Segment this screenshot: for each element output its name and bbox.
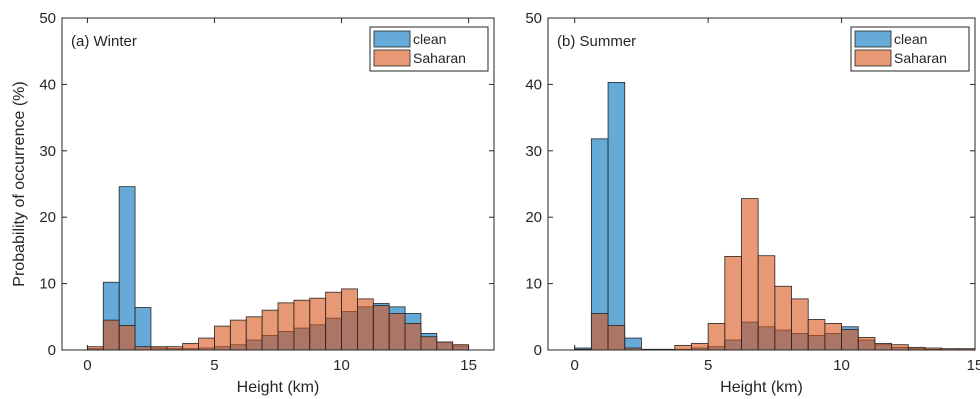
y-tick-label: 40 bbox=[39, 76, 56, 93]
x-tick-label: 15 bbox=[967, 357, 980, 374]
bar-saharan bbox=[857, 336, 876, 351]
bar-saharan bbox=[607, 325, 626, 351]
y-tick-label: 30 bbox=[525, 143, 542, 160]
bar-saharan bbox=[309, 297, 327, 351]
panel-title: (b) Summer bbox=[557, 33, 636, 50]
x-tick-label: 15 bbox=[460, 357, 477, 374]
legend-swatch-saharan bbox=[854, 49, 892, 67]
axes-box bbox=[61, 17, 495, 351]
y-tick-label: 10 bbox=[39, 276, 56, 293]
bar-saharan bbox=[102, 319, 120, 351]
legend-label-clean: clean bbox=[413, 31, 446, 47]
bar-saharan bbox=[774, 285, 792, 351]
series-saharan bbox=[574, 198, 976, 351]
y-tick-label: 0 bbox=[534, 342, 542, 359]
y-tick-label: 0 bbox=[48, 342, 56, 359]
bar-clean bbox=[607, 82, 626, 351]
bar-saharan bbox=[372, 305, 390, 351]
legend-swatch-clean bbox=[854, 30, 892, 48]
bar-saharan bbox=[791, 298, 809, 351]
bar-saharan bbox=[891, 344, 909, 351]
bar-saharan bbox=[452, 344, 469, 351]
x-tick-label: 5 bbox=[210, 357, 218, 374]
bar-saharan bbox=[707, 323, 726, 351]
bar-saharan bbox=[277, 302, 295, 351]
y-tick-label: 30 bbox=[39, 143, 56, 160]
x-axis-label: Height (km) bbox=[237, 379, 320, 396]
bar-saharan bbox=[341, 288, 358, 351]
y-tick-label: 10 bbox=[525, 276, 542, 293]
bar-saharan bbox=[118, 325, 136, 351]
bar-saharan bbox=[757, 255, 776, 351]
x-tick-label: 10 bbox=[333, 357, 350, 374]
bar-saharan bbox=[261, 309, 279, 351]
panel-winter: 0 5 10 15 0 10 20 30 40 50 Height (km) Probability … bbox=[11, 10, 495, 396]
bar-saharan bbox=[691, 342, 709, 351]
bar-saharan bbox=[590, 313, 609, 351]
bar-saharan bbox=[404, 323, 422, 351]
bar-saharan bbox=[741, 198, 759, 351]
y-tick-label: 40 bbox=[525, 76, 542, 93]
bar-saharan bbox=[325, 291, 342, 351]
x-tick-label: 5 bbox=[704, 357, 712, 374]
bar-saharan bbox=[674, 344, 692, 351]
legend-swatch-clean bbox=[373, 30, 411, 48]
legend: clean Saharan bbox=[369, 26, 489, 72]
axes-box bbox=[547, 17, 976, 351]
y-tick-label: 20 bbox=[39, 209, 56, 226]
y-tick-label: 50 bbox=[39, 10, 56, 27]
panel-title: (a) Winter bbox=[71, 33, 137, 50]
bar-clean bbox=[134, 307, 152, 351]
bar-saharan bbox=[420, 336, 438, 351]
legend-label-clean: clean bbox=[894, 31, 927, 47]
x-tick-label: 10 bbox=[833, 357, 850, 374]
bar-saharan bbox=[357, 298, 374, 351]
panel-summer: 0 5 10 15 0 10 20 30 40 50 Height (km) (b) Summer cl… bbox=[525, 10, 980, 396]
bar-saharan bbox=[436, 341, 454, 351]
legend-label-saharan: Saharan bbox=[413, 50, 466, 66]
legend: clean Saharan bbox=[850, 26, 970, 72]
bar-saharan bbox=[214, 325, 231, 351]
y-axis-label: Probability of occurrence (%) bbox=[11, 81, 28, 286]
legend-swatch-saharan bbox=[373, 49, 411, 67]
bar-saharan bbox=[724, 255, 742, 351]
x-tick-label: 0 bbox=[83, 357, 91, 374]
bar-saharan bbox=[824, 323, 842, 351]
x-tick-label: 0 bbox=[571, 357, 579, 374]
y-tick-label: 50 bbox=[525, 10, 542, 27]
legend-label-saharan: Saharan bbox=[894, 50, 947, 66]
x-axis-label: Height (km) bbox=[720, 379, 803, 396]
bar-saharan bbox=[198, 337, 215, 351]
bar-saharan bbox=[229, 319, 247, 351]
bar-saharan bbox=[874, 342, 893, 351]
bar-saharan bbox=[841, 329, 859, 351]
bar-saharan bbox=[807, 319, 826, 351]
bar-saharan bbox=[182, 342, 199, 351]
bar-saharan bbox=[245, 316, 263, 351]
bar-saharan bbox=[388, 313, 406, 351]
bar-saharan bbox=[293, 299, 311, 351]
y-tick-label: 20 bbox=[525, 209, 542, 226]
